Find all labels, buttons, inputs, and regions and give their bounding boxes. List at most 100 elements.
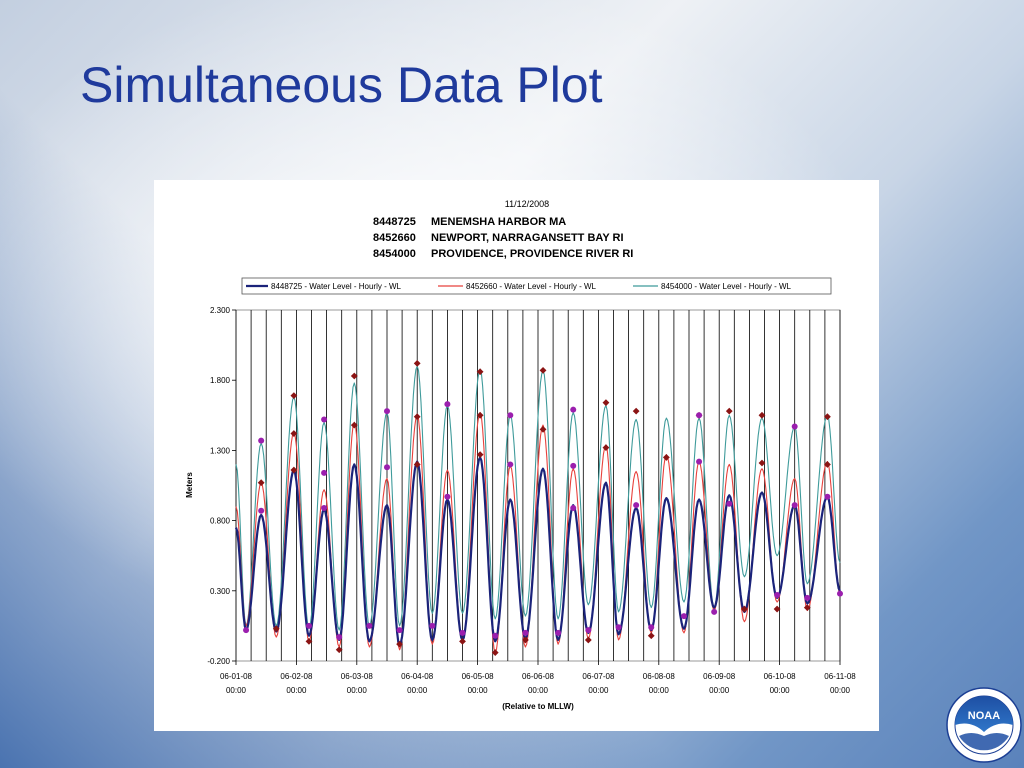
- x-tick-label-time: 00:00: [649, 686, 670, 695]
- legend-label: 8454000 - Water Level - Hourly - WL: [661, 282, 792, 291]
- marker-diamond: [632, 407, 640, 415]
- marker-diamond: [602, 444, 610, 451]
- x-tick-label-date: 06-09-08: [703, 672, 736, 681]
- marker-diamond: [522, 636, 529, 644]
- x-tick-label-date: 06-02-08: [280, 672, 313, 681]
- marker-circle: [585, 627, 592, 634]
- marker-diamond: [758, 411, 766, 419]
- x-tick-label-time: 00:00: [347, 686, 368, 695]
- marker-diamond: [824, 413, 831, 421]
- marker-diamond: [350, 421, 358, 429]
- marker-diamond: [413, 461, 421, 468]
- station-name: PROVIDENCE, PROVIDENCE RIVER RI: [431, 248, 633, 260]
- marker-diamond: [725, 407, 733, 415]
- series-line-8454000: [235, 365, 841, 631]
- series-line-8448725: [234, 456, 841, 647]
- x-tick-label-date: 06-06-08: [522, 672, 555, 681]
- x-tick-label-date: 06-01-08: [220, 672, 253, 681]
- marker-circle: [824, 493, 831, 500]
- marker-circle: [384, 464, 390, 471]
- marker-diamond: [396, 640, 403, 648]
- x-tick-label-time: 00:00: [588, 686, 609, 695]
- marker-diamond: [758, 459, 766, 467]
- station-list: 8448725 MENEMSHA HARBOR MA 8452660 NEWPO…: [373, 216, 633, 260]
- marker-circle: [507, 461, 514, 468]
- marker-diamond: [647, 632, 655, 640]
- marker-circle: [696, 458, 703, 465]
- marker-circle: [615, 624, 622, 631]
- marker-diamond: [476, 411, 484, 419]
- marker-circle: [791, 423, 798, 430]
- marker-circle: [366, 622, 373, 629]
- marker-circle: [459, 629, 466, 636]
- logo-sky: [955, 696, 1013, 732]
- x-tick-label-time: 00:00: [830, 686, 851, 695]
- marker-circle: [648, 624, 655, 631]
- marker-diamond: [491, 649, 499, 656]
- marker-circle: [258, 437, 265, 444]
- logo-text: NOAA: [968, 710, 1000, 722]
- y-tick-label: -0.200: [207, 657, 230, 666]
- marker-circle: [321, 504, 328, 511]
- marker-circle: [492, 632, 499, 639]
- marker-circle: [522, 629, 529, 636]
- marker-circle: [774, 592, 781, 599]
- marker-circle: [429, 622, 436, 629]
- marker-diamond: [803, 604, 811, 612]
- y-tick-label: 1.800: [210, 376, 231, 385]
- marker-diamond: [305, 637, 313, 645]
- x-tick-label-date: 06-07-08: [582, 672, 615, 681]
- x-tick-label-time: 00:00: [770, 686, 791, 695]
- marker-circle: [633, 502, 640, 509]
- chart-legend: 8448725 - Water Level - Hourly - WL 8452…: [241, 277, 832, 295]
- marker-circle: [570, 406, 577, 413]
- x-tick-label-date: 06-05-08: [462, 672, 495, 681]
- slide-title: Simultaneous Data Plot: [80, 57, 603, 113]
- marker-diamond: [740, 605, 748, 613]
- marker-diamond: [257, 479, 265, 487]
- marker-circle: [507, 412, 514, 419]
- marker-circle: [711, 608, 718, 615]
- marker-diamond: [773, 605, 781, 613]
- marker-circle: [336, 634, 343, 641]
- x-axis-subtitle: (Relative to MLLW): [502, 702, 574, 711]
- station-id: 8448725: [373, 216, 416, 228]
- x-tick-label-date: 06-10-08: [764, 672, 797, 681]
- marker-diamond: [413, 413, 421, 421]
- marker-diamond: [413, 359, 421, 367]
- station-name: NEWPORT, NARRAGANSETT BAY RI: [431, 232, 624, 244]
- logo-sea: [959, 733, 1009, 751]
- water-level-chart: 11/12/2008 8448725 MENEMSHA HARBOR MA 84…: [185, 199, 856, 711]
- axis-layer: 2.300 1.800 1.300 0.800 0.300 -0.200 06-01-08 0…: [207, 306, 856, 695]
- station-name: MENEMSHA HARBOR MA: [431, 216, 566, 228]
- marker-diamond: [350, 372, 358, 380]
- marker-diamond: [539, 425, 547, 433]
- marker-circle: [321, 416, 328, 423]
- marker-circle: [555, 629, 562, 636]
- station-id: 8454000: [373, 248, 416, 260]
- x-tick-label-time: 00:00: [468, 686, 489, 695]
- x-tick-label-time: 00:00: [226, 686, 247, 695]
- x-tick-label-time: 00:00: [286, 686, 307, 695]
- grid-layer: [235, 309, 841, 662]
- marker-layer: [243, 359, 843, 656]
- marker-diamond: [290, 430, 298, 437]
- y-tick-label: 2.300: [210, 306, 231, 315]
- marker-diamond: [272, 625, 280, 633]
- marker-circle: [258, 507, 265, 514]
- y-tick-label: 0.800: [210, 517, 231, 526]
- x-tick-label-date: 06-08-08: [643, 672, 676, 681]
- legend-label: 8448725 - Water Level - Hourly - WL: [271, 282, 402, 291]
- marker-circle: [243, 627, 250, 634]
- x-tick-label-date: 06-03-08: [341, 672, 374, 681]
- station-id: 8452660: [373, 232, 416, 244]
- marker-circle: [321, 469, 328, 476]
- marker-circle: [396, 627, 403, 634]
- marker-diamond: [290, 392, 298, 400]
- marker-diamond: [476, 368, 484, 376]
- marker-circle: [804, 594, 811, 601]
- y-tick-label: 0.300: [210, 587, 231, 596]
- marker-circle: [444, 493, 451, 500]
- marker-circle: [680, 613, 687, 620]
- legend-label: 8452660 - Water Level - Hourly - WL: [466, 282, 597, 291]
